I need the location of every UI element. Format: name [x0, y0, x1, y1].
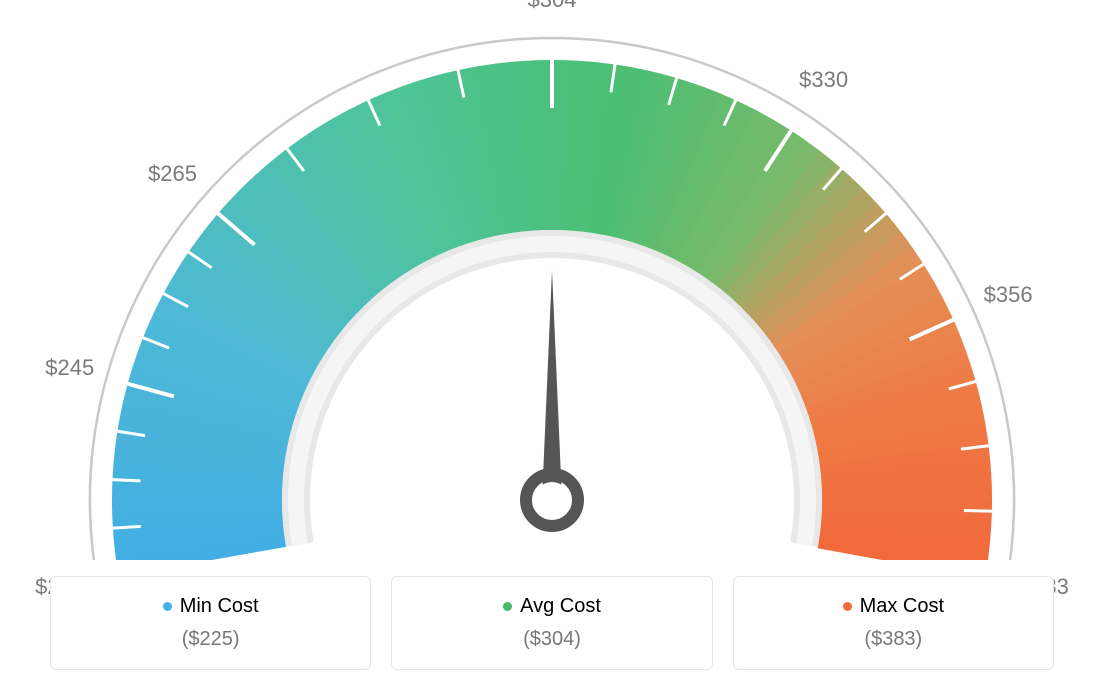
- legend-title-max: Max Cost: [843, 595, 944, 618]
- dot-icon: [503, 602, 512, 611]
- legend-label-avg: Avg Cost: [520, 595, 601, 618]
- legend-card-avg: Avg Cost ($304): [391, 576, 712, 670]
- tick-label: $330: [799, 67, 848, 93]
- legend-label-min: Min Cost: [180, 595, 259, 618]
- gauge-needle: [542, 270, 562, 500]
- minor-tick: [964, 510, 994, 511]
- tick-label: $356: [984, 282, 1033, 308]
- gauge-chart-container: $225$245$265$304$330$356$383 Min Cost ($…: [0, 0, 1104, 690]
- tick-label: $304: [528, 0, 577, 13]
- legend-value-min: ($225): [61, 628, 360, 651]
- dot-icon: [163, 602, 172, 611]
- legend-title-avg: Avg Cost: [503, 595, 601, 618]
- gauge-svg: [0, 0, 1104, 560]
- dot-icon: [843, 602, 852, 611]
- legend-title-min: Min Cost: [163, 595, 259, 618]
- needle-hub-inner: [534, 482, 570, 518]
- legend-row: Min Cost ($225) Avg Cost ($304) Max Cost…: [50, 576, 1054, 670]
- minor-tick: [110, 480, 140, 481]
- minor-tick: [111, 526, 141, 528]
- legend-card-min: Min Cost ($225): [50, 576, 371, 670]
- tick-label: $245: [45, 355, 94, 381]
- legend-label-max: Max Cost: [860, 595, 944, 618]
- gauge-area: $225$245$265$304$330$356$383: [0, 0, 1104, 560]
- legend-card-max: Max Cost ($383): [733, 576, 1054, 670]
- tick-label: $265: [148, 161, 197, 187]
- legend-value-avg: ($304): [402, 628, 701, 651]
- legend-value-max: ($383): [744, 628, 1043, 651]
